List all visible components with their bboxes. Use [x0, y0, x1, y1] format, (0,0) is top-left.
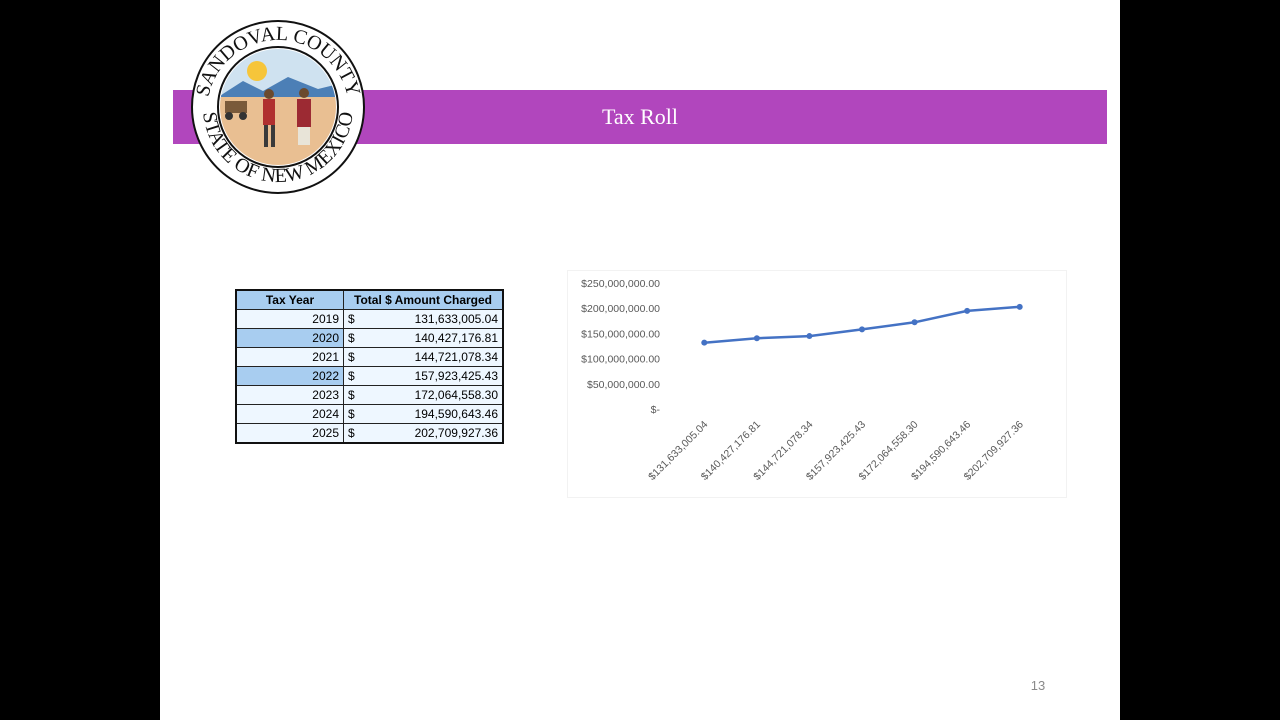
currency-symbol: $ [348, 312, 355, 326]
amount-value: 194,590,643.46 [414, 407, 498, 421]
tax-roll-line-chart: $- $50,000,000.00 $100,000,000.00 $150,000,… [567, 270, 1067, 498]
page-number: 13 [1030, 678, 1046, 693]
cell-year: 2022 [235, 366, 344, 386]
currency-symbol: $ [348, 388, 355, 402]
slide: Tax Roll SANDOVAL COUNTY [160, 0, 1120, 720]
y-tick-label: $150,000,000.00 [581, 328, 660, 340]
cell-amount: $202,709,927.36 [343, 423, 504, 444]
y-tick-label: $200,000,000.00 [581, 303, 660, 315]
table-row: 2021 $144,721,078.34 [235, 347, 504, 367]
cell-amount: $172,064,558.30 [343, 385, 504, 405]
cell-amount: $194,590,643.46 [343, 404, 504, 424]
cell-year: 2023 [235, 385, 344, 405]
table-row: 2020 $140,427,176.81 [235, 328, 504, 348]
data-point [911, 319, 918, 326]
data-point [753, 335, 760, 342]
currency-symbol: $ [348, 331, 355, 345]
cell-year: 2020 [235, 328, 344, 348]
data-point [859, 326, 865, 333]
data-point [701, 339, 708, 346]
cell-amount: $157,923,425.43 [343, 366, 504, 386]
county-seal-logo: SANDOVAL COUNTY STATE OF NEW MEXICO [191, 20, 365, 194]
table-row: 2019 $131,633,005.04 [235, 309, 504, 329]
tax-roll-table: Tax Year Total $ Amount Charged 2019 $13… [235, 289, 504, 444]
cell-amount: $144,721,078.34 [343, 347, 504, 367]
table-row: 2025 $202,709,927.36 [235, 423, 504, 444]
cell-year: 2021 [235, 347, 344, 367]
table-row: 2022 $157,923,425.43 [235, 366, 504, 386]
amount-value: 202,709,927.36 [414, 426, 498, 440]
amount-value: 157,923,425.43 [414, 369, 498, 383]
cell-year: 2024 [235, 404, 344, 424]
currency-symbol: $ [348, 369, 355, 383]
table-row: 2023 $172,064,558.30 [235, 385, 504, 405]
y-tick-label: $100,000,000.00 [581, 354, 660, 366]
cell-year: 2025 [235, 423, 344, 444]
amount-value: 140,427,176.81 [414, 331, 498, 345]
currency-symbol: $ [348, 426, 355, 440]
currency-symbol: $ [348, 407, 355, 421]
table-header-row: Tax Year Total $ Amount Charged [235, 289, 504, 310]
y-tick-label: $250,000,000.00 [581, 278, 660, 290]
header-tax-year: Tax Year [235, 289, 344, 310]
data-point [806, 333, 813, 340]
y-tick-label: $50,000,000.00 [587, 379, 660, 391]
amount-value: 172,064,558.30 [414, 388, 498, 402]
slide-title: Tax Roll [601, 104, 679, 129]
cell-amount: $131,633,005.04 [343, 309, 504, 329]
cell-year: 2019 [235, 309, 344, 329]
series-line [704, 305, 1020, 344]
y-tick-label: $- [651, 404, 661, 416]
data-point [1016, 303, 1023, 310]
table-row: 2024 $194,590,643.46 [235, 404, 504, 424]
amount-value: 131,633,005.04 [414, 312, 498, 326]
data-point [964, 307, 971, 314]
header-total-amount: Total $ Amount Charged [343, 289, 504, 310]
cell-amount: $140,427,176.81 [343, 328, 504, 348]
amount-value: 144,721,078.34 [414, 350, 498, 364]
currency-symbol: $ [348, 350, 355, 364]
